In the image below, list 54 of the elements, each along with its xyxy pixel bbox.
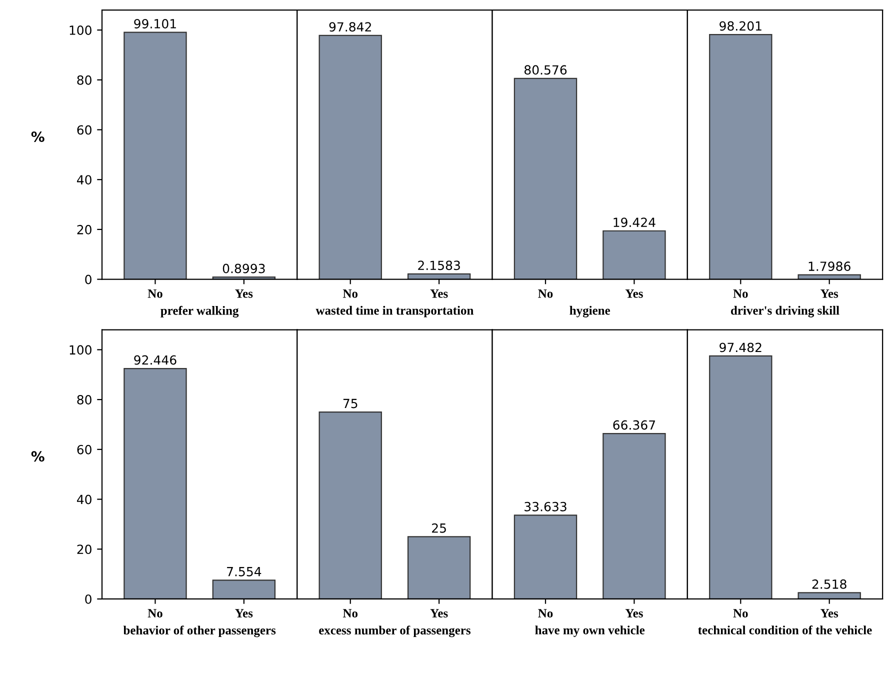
y-tick-label: 0 (85, 594, 92, 604)
x-tick-label: Yes (430, 290, 448, 298)
data-label: 1.7986 (808, 262, 850, 271)
x-tick-label: No (733, 609, 748, 618)
data-label: 80.576 (524, 65, 567, 75)
x-axis-title: technical condition of the vehicle (698, 625, 872, 634)
x-tick-label: No (733, 290, 748, 298)
y-tick-label: 20 (77, 224, 92, 234)
data-label: 25 (432, 523, 446, 533)
x-tick-label: No (148, 290, 162, 298)
y-tick-label: 80 (77, 75, 92, 85)
x-tick-label: Yes (625, 290, 643, 298)
data-label: 75 (343, 398, 358, 408)
x-tick-label: Yes (820, 609, 838, 618)
y-tick-label: 40 (76, 494, 92, 504)
x-tick-label: Yes (235, 290, 253, 298)
data-label: 97.842 (329, 22, 371, 32)
data-label: 0.8993 (222, 264, 265, 274)
x-axis-title: driver's driving skill (730, 306, 840, 318)
data-label: 97.482 (720, 342, 762, 352)
x-tick-label: No (148, 609, 162, 618)
x-axis-title: have my own vehicle (535, 626, 645, 637)
data-label: 2.1583 (418, 260, 460, 270)
x-axis-title: prefer walking (160, 306, 239, 318)
data-label: 99.101 (134, 19, 176, 28)
x-tick-label: No (538, 290, 553, 298)
data-label: 66.367 (613, 420, 656, 430)
data-label: 92.446 (134, 355, 176, 365)
y-tick-label: 60 (77, 444, 92, 454)
y-tick-label: 20 (77, 544, 92, 554)
data-label: 98.201 (720, 21, 762, 31)
x-tick-label: No (342, 290, 358, 298)
x-tick-label: Yes (430, 609, 448, 618)
x-tick-label: Yes (235, 609, 253, 618)
data-label: 19.424 (614, 218, 656, 228)
x-axis-title: excess number of passengers (319, 626, 471, 638)
y-tick-label: 40 (76, 175, 92, 185)
y-tick-label: 100 (70, 26, 92, 35)
x-tick-label: Yes (820, 290, 838, 298)
x-axis-title: hygiene (570, 306, 610, 318)
y-axis-title: % (31, 132, 44, 142)
data-label: 33.633 (524, 502, 566, 512)
data-label: 7.554 (227, 567, 262, 576)
y-tick-label: 60 (77, 125, 92, 135)
x-tick-label: No (342, 609, 358, 618)
y-tick-label: 100 (70, 345, 92, 355)
x-tick-label: No (538, 609, 553, 618)
y-axis-title: % (31, 451, 44, 462)
y-tick-label: 0 (85, 274, 92, 284)
y-tick-label: 80 (77, 395, 92, 404)
x-tick-label: Yes (625, 609, 643, 618)
x-axis-title: wasted time in transportation (316, 306, 474, 318)
x-axis-title: behavior of other passengers (123, 626, 276, 638)
data-label: 2.518 (812, 579, 846, 589)
